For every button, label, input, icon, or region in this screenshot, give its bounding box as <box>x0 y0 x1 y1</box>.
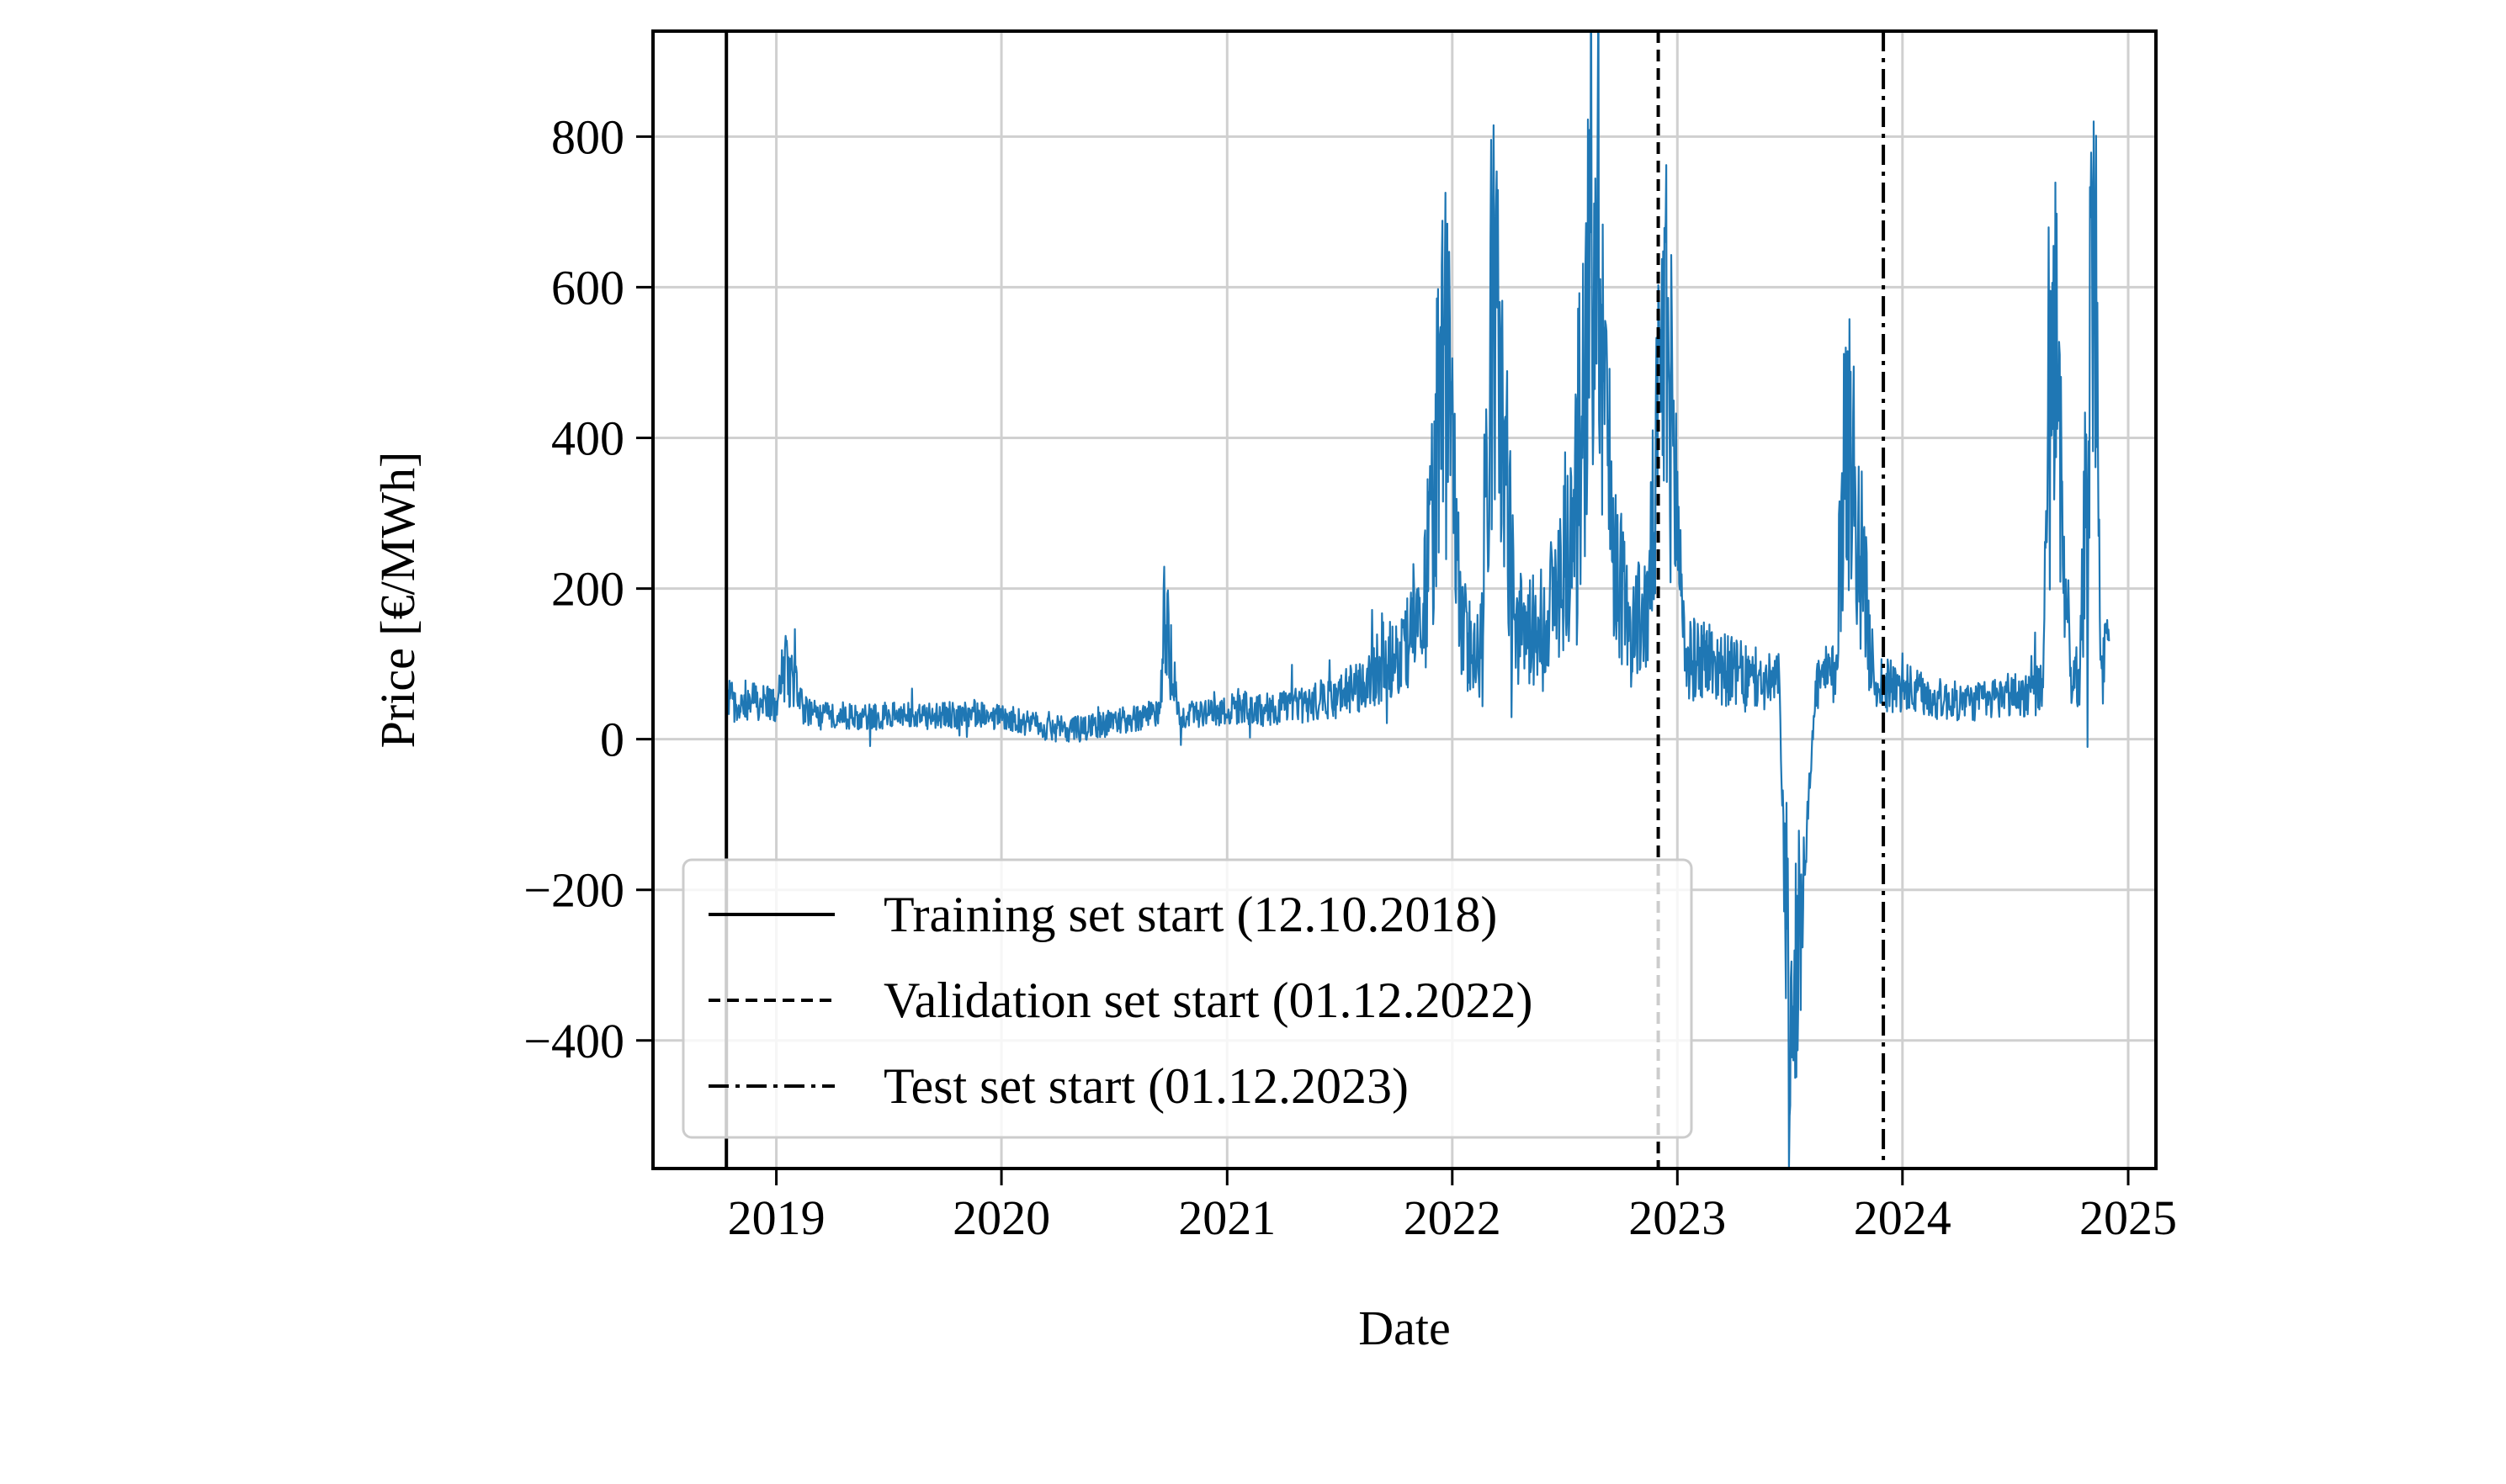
y-axis-ticks: −400 −200 0 200 400 600 800 <box>523 109 653 1068</box>
x-tick-label: 2025 <box>2079 1190 2177 1245</box>
x-axis-label: Date <box>1358 1301 1451 1355</box>
x-tick-label: 2019 <box>728 1190 826 1245</box>
y-axis-label: Price [€/MWh] <box>370 452 425 749</box>
legend: Training set start (12.10.2018) Validatio… <box>682 858 1693 1139</box>
legend-label: Validation set start (01.12.2022) <box>884 973 1533 1028</box>
price-series-line <box>725 31 2110 1169</box>
x-tick-label: 2020 <box>953 1190 1050 1245</box>
x-tick-label: 2024 <box>1854 1190 1951 1245</box>
x-tick-label: 2021 <box>1178 1190 1276 1245</box>
y-tick-label: 400 <box>551 411 624 465</box>
y-tick-label: 600 <box>551 260 624 315</box>
legend-label: Test set start (01.12.2023) <box>884 1058 1409 1114</box>
y-tick-label: 0 <box>600 713 624 767</box>
x-tick-label: 2023 <box>1628 1190 1726 1245</box>
grid-lines <box>653 31 2156 1169</box>
x-axis-ticks: 2019 2020 2021 2022 2023 2024 2025 <box>728 1169 2177 1245</box>
legend-label: Training set start (12.10.2018) <box>884 887 1497 942</box>
y-tick-label: 800 <box>551 109 624 164</box>
y-tick-label: −400 <box>523 1014 624 1068</box>
y-tick-label: −200 <box>523 863 624 918</box>
plot-frame <box>651 29 2158 1170</box>
series-layer <box>725 31 2110 1169</box>
y-tick-label: 200 <box>551 562 624 617</box>
legend-box <box>682 858 1693 1139</box>
x-tick-label: 2022 <box>1404 1190 1501 1245</box>
